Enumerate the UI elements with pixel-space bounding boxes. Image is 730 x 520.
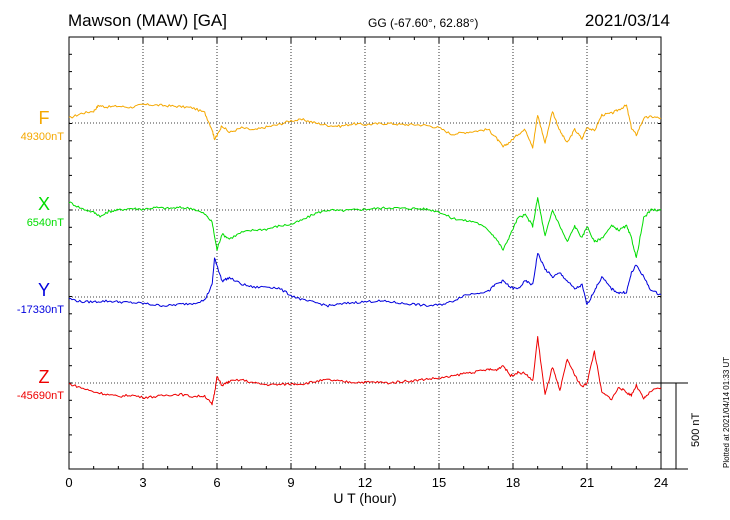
- x-tick-label: 18: [506, 475, 520, 490]
- scale-bar-label: 500 nT: [690, 412, 702, 447]
- x-tick-label: 0: [65, 475, 72, 490]
- component-label-f: F: [38, 108, 50, 128]
- series-line-z: [68, 336, 662, 406]
- x-axis-label: U T (hour): [333, 490, 397, 506]
- baseline-label-f: 49300nT: [20, 131, 64, 143]
- component-label-z: Z: [38, 367, 50, 387]
- x-tick-label: 24: [654, 475, 668, 490]
- series-line-f: [68, 103, 662, 149]
- station-title: Mawson (MAW) [GA]: [68, 11, 227, 30]
- x-tick-label: 6: [213, 475, 220, 490]
- x-tick-label: 21: [580, 475, 594, 490]
- baseline-label-x: 6540nT: [26, 217, 64, 229]
- series-line-x: [68, 197, 662, 258]
- baseline-label-z: -45690nT: [16, 390, 64, 402]
- x-tick-label: 3: [139, 475, 146, 490]
- plotted-timestamp: Plotted at 2021/04/14 01:33 UT: [722, 356, 730, 468]
- component-label-y: Y: [37, 280, 50, 300]
- series-line-y: [68, 253, 662, 308]
- geographic-coordinates: GG (-67.60°, 62.88°): [368, 16, 479, 30]
- component-label-x: X: [37, 194, 50, 214]
- x-tick-label: 15: [432, 475, 446, 490]
- x-tick-label: 9: [287, 475, 294, 490]
- plot-date: 2021/03/14: [584, 11, 670, 30]
- baseline-label-y: -17330nT: [16, 304, 64, 316]
- x-tick-label: 12: [358, 475, 372, 490]
